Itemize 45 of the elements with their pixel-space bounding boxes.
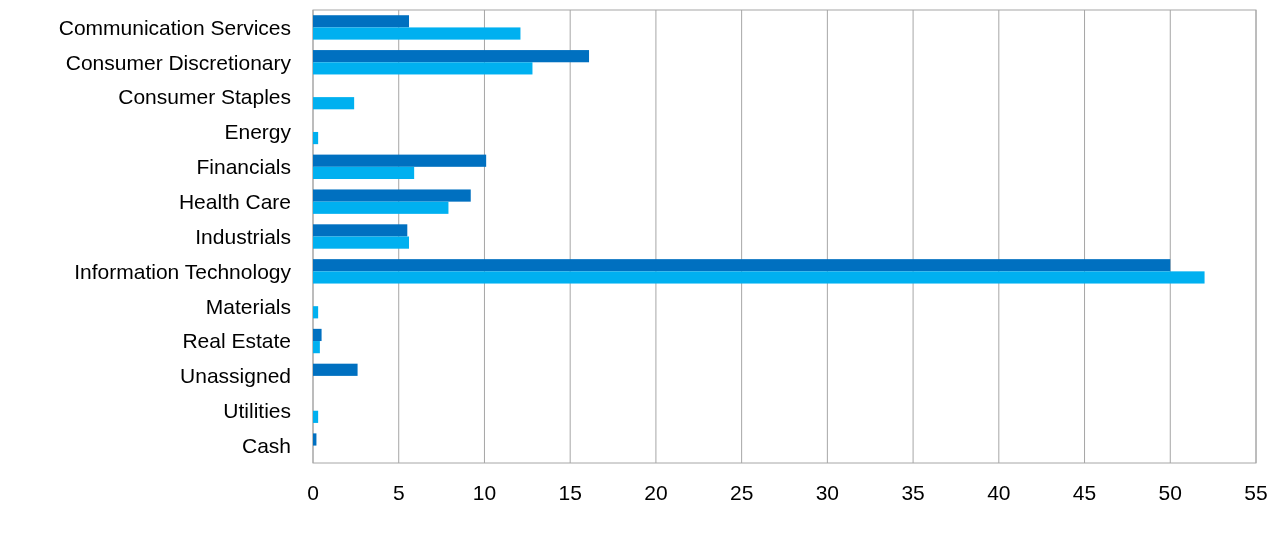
y-tick-label: Materials — [205, 294, 291, 318]
bar — [313, 363, 358, 376]
x-tick-label: 5 — [392, 481, 405, 505]
x-tick-label: 10 — [472, 481, 497, 505]
y-tick-label: Real Estate — [182, 329, 291, 353]
bar — [313, 15, 410, 28]
y-tick-label: Communication Services — [58, 15, 291, 39]
bar — [313, 271, 1205, 284]
y-tick-label: Consumer Discretionary — [65, 50, 292, 74]
x-tick-label: 45 — [1072, 481, 1097, 505]
bar — [313, 259, 1171, 272]
bar — [313, 341, 320, 354]
bar — [313, 62, 533, 75]
bar — [313, 224, 408, 237]
bar — [313, 189, 471, 202]
y-tick-label: Health Care — [178, 190, 291, 213]
bar — [313, 50, 590, 63]
x-tick-label: 50 — [1158, 481, 1182, 505]
y-tick-label: Financials — [196, 155, 291, 179]
bar — [313, 131, 319, 145]
bar — [313, 306, 319, 319]
bar — [313, 433, 317, 446]
bar — [313, 236, 410, 249]
bar — [313, 27, 521, 40]
bar — [313, 328, 322, 342]
y-tick-label: Cash — [241, 433, 291, 457]
y-tick-label: Industrials — [195, 224, 291, 248]
x-tick-label: 30 — [815, 481, 840, 505]
y-tick-label: Consumer Staples — [118, 85, 291, 109]
bar — [313, 201, 449, 214]
y-tick-label: Unassigned — [180, 364, 291, 388]
bar — [313, 410, 319, 423]
bar — [313, 166, 415, 179]
bar — [313, 154, 487, 167]
y-tick-label: Information Technology — [74, 259, 292, 283]
x-tick-label: 25 — [729, 481, 754, 505]
x-tick-label: 55 — [1244, 481, 1268, 505]
x-tick-label: 35 — [901, 481, 925, 505]
y-tick-label: Energy — [224, 120, 292, 144]
x-tick-label: 20 — [644, 481, 668, 505]
x-tick-label: 15 — [558, 481, 582, 505]
x-tick-label: 40 — [987, 481, 1011, 505]
bar — [313, 97, 355, 110]
y-tick-label: Utilities — [223, 399, 291, 423]
x-tick-label: 0 — [307, 481, 319, 505]
